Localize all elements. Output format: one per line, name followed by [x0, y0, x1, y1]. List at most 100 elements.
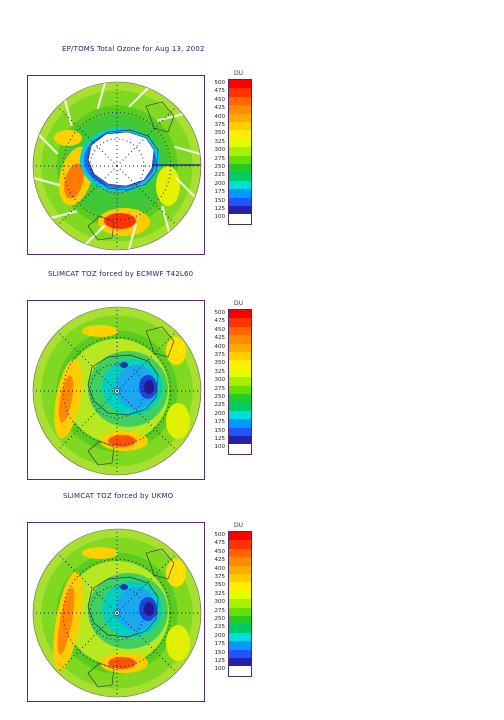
continent-coastline [145, 101, 175, 133]
colorbar-tick-label: 400 [214, 565, 226, 572]
colorbar-swatch [229, 113, 251, 122]
colorbar-tick-label: 200 [214, 632, 226, 639]
orbit-gap [175, 177, 196, 198]
colorbar-swatch [229, 122, 251, 131]
ozone-map-ukmo [27, 522, 205, 702]
map-field [33, 82, 201, 250]
orbit-gap [128, 87, 149, 108]
colorbar-swatch [229, 189, 251, 198]
colorbar-swatch [229, 427, 251, 436]
colorbar-tick-label: 475 [214, 318, 226, 325]
latitude-circle [62, 111, 172, 221]
colorbar-swatch [229, 214, 251, 223]
map-boundary [32, 306, 202, 476]
colorbar-tick-label: 250 [214, 616, 226, 622]
mid-ozone-blob [156, 166, 180, 206]
colorbar-tick-label: 125 [214, 658, 226, 664]
colorbar-tick-label: 350 [214, 582, 226, 589]
colorbar-swatch [229, 574, 251, 583]
map-toms-svg [32, 81, 202, 251]
colorbar-swatch [229, 155, 251, 164]
mid-ozone-blob [166, 625, 190, 661]
colorbar-tick-label: 450 [214, 326, 226, 333]
colorbar-swatch [229, 368, 251, 378]
continent-coastline [145, 326, 175, 358]
colorbar-tick-label: 250 [214, 164, 226, 170]
colorbar-tick-label: 300 [214, 377, 226, 384]
latitude-circle [89, 138, 145, 194]
colorbar-tick-label: 175 [214, 189, 226, 196]
colorbar-tick-label: 250 [214, 394, 226, 400]
high-ozone-blob [166, 337, 186, 365]
high-ozone-blob [108, 657, 136, 669]
map-ukmo-svg [32, 528, 202, 698]
colorbar-tick-label: 125 [214, 436, 226, 442]
colorbar-swatch [229, 105, 251, 114]
colorbar [228, 309, 252, 455]
colorbar-tick-label: 450 [214, 96, 226, 103]
colorbar-tick-label: 325 [214, 138, 226, 145]
colorbar-swatch [229, 649, 251, 658]
high-ozone-blob [104, 213, 136, 229]
colorbar-swatch [229, 624, 251, 633]
latitude-circle [89, 363, 145, 419]
colorbar-unit: DU [234, 70, 244, 77]
antarctica-coastline [87, 129, 159, 191]
colorbar-swatch [229, 632, 251, 642]
colorbar-swatch [229, 147, 251, 156]
colorbar-tick-label: 225 [214, 402, 226, 409]
colorbar-tick-label: 150 [214, 427, 226, 434]
colorbar-swatch [229, 88, 251, 97]
colorbar-tick-label: 300 [214, 599, 226, 606]
colorbar-tick-label: 500 [214, 310, 226, 316]
colorbar-unit: DU [234, 300, 244, 307]
colorbar-swatch [229, 310, 251, 319]
colorbar-tick-label: 150 [214, 197, 226, 204]
colorbar-swatch [229, 360, 251, 369]
colorbar-tick-label: 450 [214, 548, 226, 555]
colorbar-tick-label: 425 [214, 335, 226, 342]
colorbar-tick-label: 500 [214, 532, 226, 538]
latitude-circle [89, 585, 145, 641]
latitude-circle [62, 336, 172, 446]
colorbar-swatch [229, 582, 251, 591]
high-ozone-blob [82, 547, 118, 559]
continent-coastline [87, 440, 115, 466]
colorbar [228, 79, 252, 225]
colorbar-swatch [229, 599, 251, 608]
ozone-map-toms [27, 75, 205, 255]
colorbar-swatch [229, 377, 251, 386]
colorbar-swatch [229, 326, 251, 336]
colorbar-swatch [229, 335, 251, 344]
orbit-gap [38, 134, 59, 155]
colorbar-tick-label: 150 [214, 649, 226, 656]
colorbar-swatch [229, 80, 251, 89]
colorbar-swatch [229, 410, 251, 420]
map-ecmwf-svg [32, 306, 202, 476]
colorbar-tick-label: 425 [214, 105, 226, 112]
colorbar-tick-label: 275 [214, 385, 226, 392]
colorbar-unit: DU [234, 522, 244, 529]
colorbar-tick-label: 475 [214, 88, 226, 95]
colorbar [228, 531, 252, 677]
high-ozone-blob [58, 375, 74, 423]
map-boundary [32, 528, 202, 698]
colorbar-swatch [229, 385, 251, 394]
high-ozone-blob [108, 435, 136, 447]
colorbar-tick-label: 425 [214, 557, 226, 564]
colorbar-tick-label: 300 [214, 147, 226, 154]
continent-coastline [87, 662, 115, 688]
panel-title: EP/TOMS Total Ozone for Aug 13, 2002 [62, 45, 205, 53]
colorbar-swatch [229, 658, 251, 667]
colorbar-tick-label: 100 [214, 666, 226, 673]
colorbar-swatch [229, 557, 251, 566]
colorbar-tick-label: 175 [214, 641, 226, 648]
colorbar-swatch [229, 548, 251, 558]
latitude-circle [62, 558, 172, 668]
colorbar-tick-label: 100 [214, 444, 226, 451]
colorbar-tick-label: 400 [214, 113, 226, 120]
colorbar-tick-label: 325 [214, 590, 226, 597]
continent-coastline [145, 548, 175, 580]
orbit-gap [156, 112, 184, 122]
panel-title: SLIMCAT TOZ forced by ECMWF T42L60 [48, 270, 194, 278]
